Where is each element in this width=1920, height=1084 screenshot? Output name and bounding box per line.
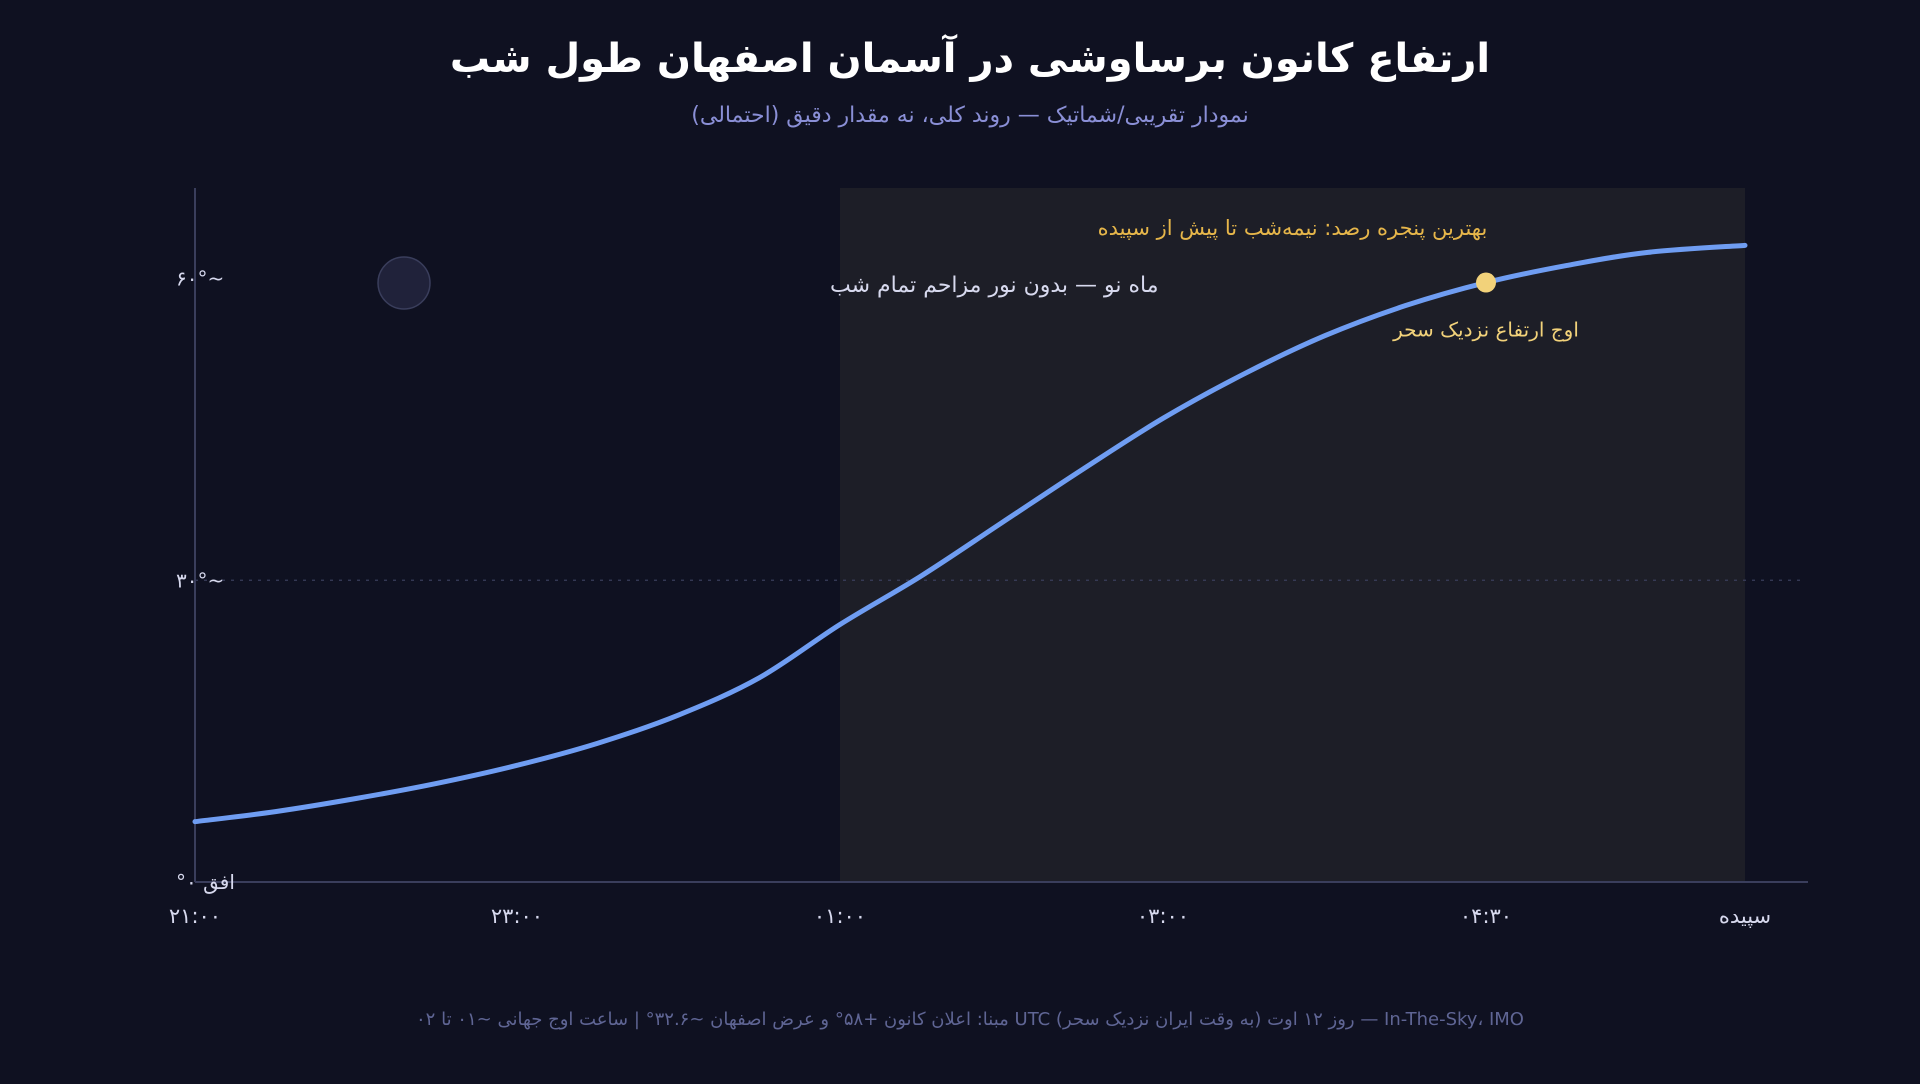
y-tick-label: ~۳۰° bbox=[176, 568, 224, 592]
chart-title: ارتفاع کانون برساوشی در آسمان اصفهان طول… bbox=[450, 33, 1490, 82]
observation-window-shade bbox=[840, 188, 1745, 882]
legend-label: ماه نو — بدون نور مزاحم تمام شب bbox=[830, 273, 1159, 298]
x-tick-label: ۰۱:۰۰ bbox=[814, 904, 866, 928]
observation-window-group: بهترین پنجره رصد: نیمه‌شب تا پیش از سپید… bbox=[840, 188, 1745, 882]
x-tick-label: ۰۳:۰۰ bbox=[1137, 904, 1189, 928]
annotation-group: اوج ارتفاع نزدیک سحر bbox=[1392, 272, 1579, 342]
x-tick-label: ۲۱:۰۰ bbox=[169, 904, 221, 928]
y-tick-label: ~۶۰° bbox=[176, 267, 224, 291]
axes-group bbox=[194, 188, 1808, 883]
footnote: In-The-Sky، IMO — روز ۱۲ اوت (به وقت ایر… bbox=[416, 1009, 1524, 1030]
tick-group: ۲۱:۰۰ ۲۳:۰۰ ۰۱:۰۰ ۰۳:۰۰ ۰۴:۳۰ سپیده افق ۰° ~۳۰°… bbox=[169, 267, 1771, 928]
observation-window-label: بهترین پنجره رصد: نیمه‌شب تا پیش از سپید… bbox=[1098, 216, 1488, 240]
x-tick-label: ۲۳:۰۰ bbox=[491, 904, 543, 928]
x-tick-label: ۰۴:۳۰ bbox=[1460, 904, 1512, 928]
moon-icon bbox=[377, 256, 431, 310]
x-tick-label: سپیده bbox=[1719, 904, 1771, 928]
peak-point bbox=[1476, 272, 1496, 293]
chart-subtitle: نمودار تقریبی/شماتیک — روند کلی، نه مقدا… bbox=[691, 103, 1248, 128]
peak-label: اوج ارتفاع نزدیک سحر bbox=[1392, 318, 1579, 342]
y-tick-label: افق ۰° bbox=[176, 870, 235, 894]
legend-group: ماه نو — بدون نور مزاحم تمام شب bbox=[377, 256, 1159, 310]
